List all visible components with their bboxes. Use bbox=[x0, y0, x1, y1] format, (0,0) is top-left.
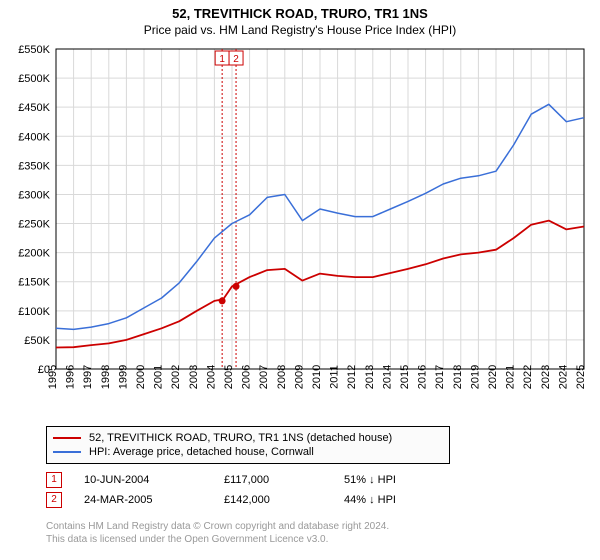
x-tick-label: 2001 bbox=[153, 365, 165, 389]
x-tick-label: 2009 bbox=[293, 365, 305, 389]
x-tick-label: 2020 bbox=[487, 365, 499, 389]
y-tick-label: £200K bbox=[18, 248, 50, 260]
y-tick-label: £250K bbox=[18, 219, 50, 231]
x-tick-label: 2008 bbox=[276, 365, 288, 389]
chart-subtitle: Price paid vs. HM Land Registry's House … bbox=[0, 21, 600, 41]
y-tick-label: £150K bbox=[18, 277, 50, 289]
legend-label: HPI: Average price, detached house, Corn… bbox=[89, 446, 314, 458]
x-tick-label: 2010 bbox=[311, 365, 323, 389]
legend-item: 52, TREVITHICK ROAD, TRURO, TR1 1NS (det… bbox=[53, 431, 443, 445]
x-tick-label: 2018 bbox=[452, 365, 464, 389]
x-tick-label: 2005 bbox=[223, 365, 235, 389]
y-tick-label: £400K bbox=[18, 131, 50, 143]
x-tick-label: 1998 bbox=[100, 365, 112, 389]
x-tick-label: 1997 bbox=[82, 365, 94, 389]
x-tick-label: 2017 bbox=[434, 365, 446, 389]
chart-title: 52, TREVITHICK ROAD, TRURO, TR1 1NS bbox=[0, 0, 600, 21]
event-pct-vs-hpi: 44% ↓ HPI bbox=[344, 494, 464, 506]
footer-line-2: This data is licensed under the Open Gov… bbox=[46, 533, 389, 546]
x-tick-label: 2002 bbox=[170, 365, 182, 389]
y-tick-label: £500K bbox=[18, 73, 50, 85]
legend-item: HPI: Average price, detached house, Corn… bbox=[53, 445, 443, 459]
event-date: 24-MAR-2005 bbox=[84, 494, 224, 506]
x-tick-label: 2014 bbox=[381, 365, 393, 389]
legend-label: 52, TREVITHICK ROAD, TRURO, TR1 1NS (det… bbox=[89, 432, 392, 444]
event-marker-badge: 2 bbox=[46, 492, 62, 508]
x-tick-label: 1996 bbox=[65, 365, 77, 389]
sale-events-table: 1 10-JUN-2004£117,00051% ↓ HPI 2 24-MAR-200… bbox=[46, 472, 566, 512]
x-tick-label: 1995 bbox=[47, 365, 59, 389]
event-date: 10-JUN-2004 bbox=[84, 474, 224, 486]
event-price: £142,000 bbox=[224, 494, 344, 506]
event-pct-vs-hpi: 51% ↓ HPI bbox=[344, 474, 464, 486]
x-tick-label: 2021 bbox=[505, 365, 517, 389]
y-tick-label: £100K bbox=[18, 306, 50, 318]
x-tick-label: 2007 bbox=[258, 365, 270, 389]
sale-marker-badge-text: 2 bbox=[233, 54, 239, 65]
legend-swatch bbox=[53, 437, 81, 439]
x-tick-label: 2016 bbox=[417, 365, 429, 389]
x-tick-label: 2000 bbox=[135, 365, 147, 389]
x-tick-label: 2013 bbox=[364, 365, 376, 389]
legend-swatch bbox=[53, 451, 81, 453]
y-tick-label: £300K bbox=[18, 189, 50, 201]
x-tick-label: 2024 bbox=[557, 365, 569, 389]
legend: 52, TREVITHICK ROAD, TRURO, TR1 1NS (det… bbox=[46, 426, 450, 464]
y-tick-label: £450K bbox=[18, 102, 50, 114]
y-tick-label: £550K bbox=[18, 44, 50, 56]
x-tick-label: 2023 bbox=[540, 365, 552, 389]
sale-event-row: 2 24-MAR-2005£142,00044% ↓ HPI bbox=[46, 492, 566, 508]
x-tick-label: 2004 bbox=[205, 365, 217, 389]
attribution-footer: Contains HM Land Registry data © Crown c… bbox=[46, 520, 389, 546]
x-tick-label: 2015 bbox=[399, 365, 411, 389]
sale-event-row: 1 10-JUN-2004£117,00051% ↓ HPI bbox=[46, 472, 566, 488]
x-tick-label: 2019 bbox=[469, 365, 481, 389]
x-tick-label: 2003 bbox=[188, 365, 200, 389]
x-tick-label: 2006 bbox=[241, 365, 253, 389]
event-marker-badge: 1 bbox=[46, 472, 62, 488]
event-price: £117,000 bbox=[224, 474, 344, 486]
y-tick-label: £350K bbox=[18, 160, 50, 172]
sale-marker-badge-text: 1 bbox=[219, 54, 225, 65]
footer-line-1: Contains HM Land Registry data © Crown c… bbox=[46, 520, 389, 533]
chart-container: { "header": { "title": "52, TREVITHICK R… bbox=[0, 0, 600, 560]
x-tick-label: 2022 bbox=[522, 365, 534, 389]
x-tick-label: 2025 bbox=[575, 365, 587, 389]
price-chart: £0£50K£100K£150K£200K£250K£300K£350K£400… bbox=[0, 41, 600, 421]
y-tick-label: £50K bbox=[24, 335, 50, 347]
x-tick-label: 1999 bbox=[117, 365, 129, 389]
x-tick-label: 2012 bbox=[346, 365, 358, 389]
